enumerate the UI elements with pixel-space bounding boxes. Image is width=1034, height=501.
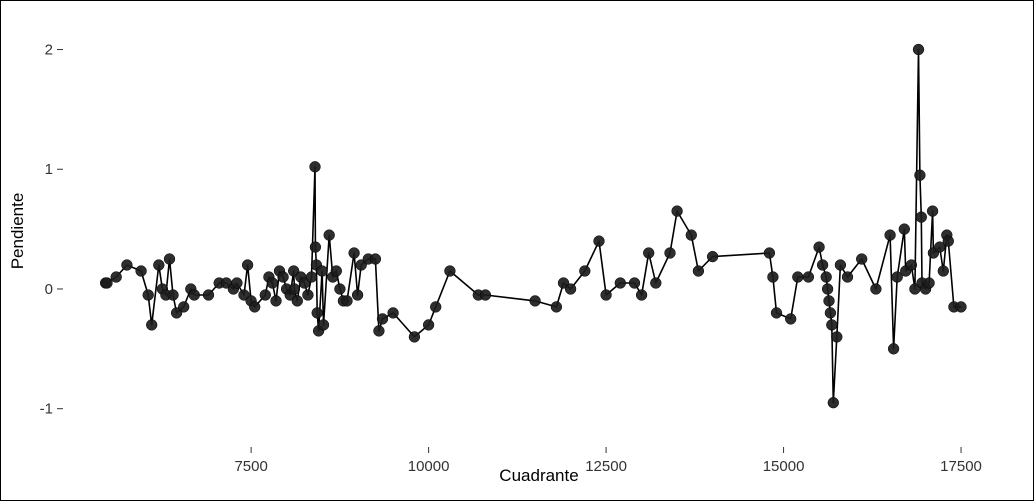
svg-text:-1: -1 — [40, 401, 53, 418]
svg-text:2: 2 — [45, 42, 53, 59]
x-axis-title: Cuadrante — [499, 466, 578, 485]
svg-text:12500: 12500 — [585, 458, 627, 475]
y-axis: -1 0 1 2 — [40, 42, 63, 418]
x-axis: 7500 10000 12500 15000 17500 — [234, 447, 982, 475]
svg-text:1: 1 — [45, 161, 53, 178]
svg-text:10000: 10000 — [408, 458, 450, 475]
svg-text:0: 0 — [45, 281, 53, 298]
svg-text:17500: 17500 — [940, 458, 982, 475]
svg-text:15000: 15000 — [763, 458, 805, 475]
plot-area — [99, 43, 967, 409]
y-axis-title: Pendiente — [8, 193, 27, 270]
svg-text:7500: 7500 — [234, 458, 267, 475]
